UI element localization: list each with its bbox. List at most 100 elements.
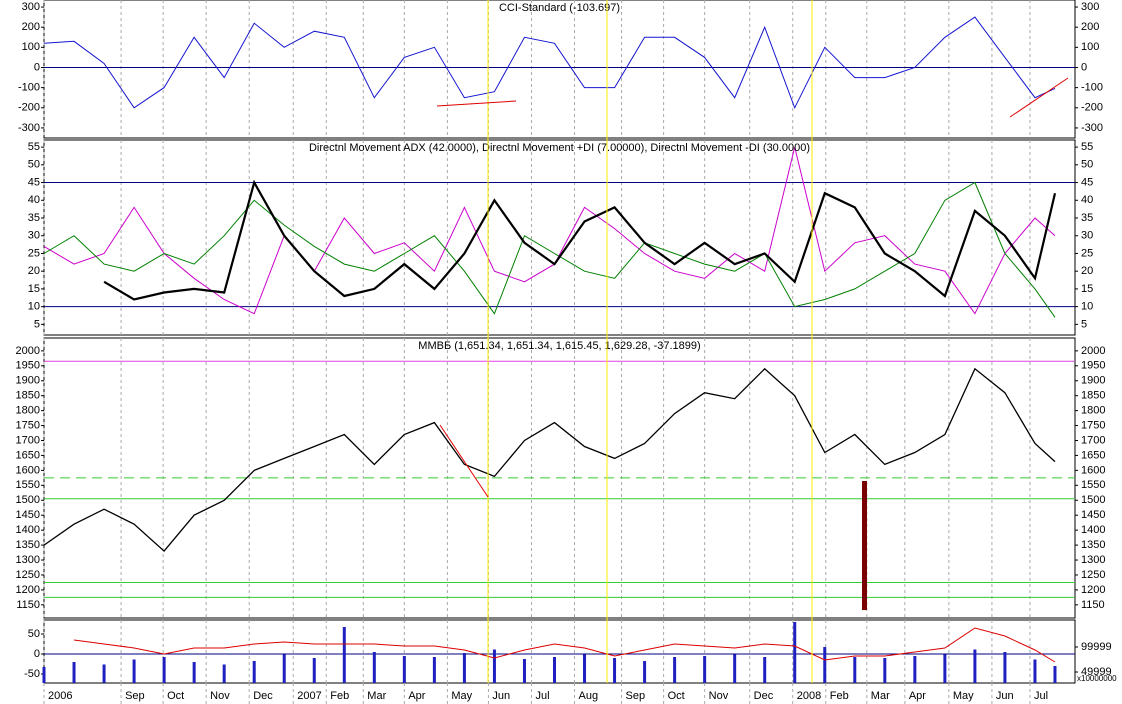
y-tick-label: 1700: [1081, 434, 1105, 446]
y-tick-label: 1800: [16, 405, 40, 417]
y-tick-label: 1900: [1081, 375, 1105, 387]
panel: -300 -300 -200 -200 -100 -100 0 0 100 100 200 200 30…: [18, 0, 1103, 139]
y-tick-label: 1600: [16, 464, 40, 476]
volume-bar: [913, 656, 917, 683]
y-tick-label: 40: [28, 194, 40, 206]
y-tick-label: 1150: [1081, 599, 1105, 611]
y-tick-label: 1500: [16, 494, 40, 506]
volume-bar: [763, 657, 767, 683]
y-tick-label: 1750: [1081, 419, 1105, 431]
series-line: [43, 367, 1056, 553]
y-tick-label: 1300: [1081, 554, 1105, 566]
panel: 1150 1150 1200 1200 1250 1250 1300 1300 1350 1350…: [16, 337, 1105, 619]
y-tick-label: 1550: [16, 479, 40, 491]
y-tick-label: 25: [1081, 247, 1093, 259]
y-tick-label: -300: [1081, 122, 1103, 134]
y-tick-label: 35: [28, 212, 40, 224]
y-tick-label: 1900: [16, 375, 40, 387]
x-tick-label: May: [953, 690, 974, 702]
x-tick-label: Jul: [1034, 690, 1048, 702]
x-tick-label: Feb: [330, 690, 349, 702]
y-tick-label: 5: [34, 318, 40, 330]
panel-frame: [43, 619, 1076, 684]
volume-bar: [72, 662, 76, 683]
annotations: [436, 0, 1069, 683]
y-tick-label: 1950: [16, 360, 40, 372]
y-tick-label: 25: [28, 247, 40, 259]
volume-bar: [522, 659, 526, 683]
volume-bar: [613, 658, 617, 683]
y-tick-label: 1300: [16, 554, 40, 566]
y-tick-label: 45: [28, 176, 40, 188]
y-tick-label: -100: [1081, 82, 1103, 94]
volume-bar: [853, 657, 857, 683]
y-tick-label: 1650: [1081, 449, 1105, 461]
y-tick-label: 1800: [1081, 405, 1105, 417]
x-tick-label: Oct: [668, 690, 685, 702]
x-tick-label: Jul: [535, 690, 549, 702]
volume-bar: [402, 656, 406, 683]
volume-bar: [462, 653, 466, 683]
y-tick-label: 1400: [16, 524, 40, 536]
y-tick-label: 20: [1081, 265, 1093, 277]
x-tick-label: Nov: [210, 690, 230, 702]
volume-bar: [192, 662, 196, 683]
y-tick-label: 100: [1081, 41, 1099, 53]
x-tick-label: Apr: [408, 690, 425, 702]
x-tick-label: 2007: [297, 690, 321, 702]
volume-bar: [102, 664, 106, 683]
x-tick-label: 2006: [48, 690, 72, 702]
y-tick-label: 1450: [1081, 509, 1105, 521]
y-tick-label: 55: [28, 141, 40, 153]
y-tick-label: 15: [1081, 283, 1093, 295]
volume-bar: [42, 667, 46, 683]
x-tick-label: Aug: [579, 690, 599, 702]
y-tick-label: 1550: [1081, 479, 1105, 491]
y-tick-label: 1500: [1081, 494, 1105, 506]
y-tick-label: 1350: [1081, 539, 1105, 551]
y-tick-label: 1450: [16, 509, 40, 521]
y-tick-label: 10: [28, 301, 40, 313]
panel-frame: [43, 0, 1076, 139]
y-tick-label: 2000: [16, 345, 40, 357]
volume-bar: [552, 657, 556, 683]
x-tick-label: Mar: [871, 690, 890, 702]
y-tick-label: -300: [18, 122, 40, 134]
y-tick-label: 1200: [16, 584, 40, 596]
volume-bar: [793, 622, 797, 683]
x-tick-label: Oct: [167, 690, 184, 702]
volume-bar: [823, 647, 827, 683]
trend-line: [1009, 77, 1069, 118]
y-tick-label: 30: [28, 230, 40, 242]
volume-bar: [673, 657, 677, 683]
series-line: [103, 179, 1057, 301]
y-tick-label: 1250: [16, 569, 40, 581]
x-tick-label: May: [451, 690, 472, 702]
marker-bar: [862, 481, 867, 610]
panel-title: ММВБ (1,651.34, 1,651.34, 1,615.45, 1,62…: [418, 340, 700, 352]
volume-bar: [883, 658, 887, 683]
y2-tick-label: 49999: [1081, 666, 1112, 678]
y-tick-label: 1250: [1081, 569, 1105, 581]
y-tick-label: 1750: [16, 419, 40, 431]
panel-frame: [43, 139, 1076, 336]
y-tick-label: 0: [1081, 61, 1087, 73]
y-tick-label: 45: [1081, 176, 1093, 188]
y-tick-label: 1850: [16, 390, 40, 402]
y-tick-label: 1150: [16, 599, 40, 611]
x-tick-label: Dec: [754, 690, 774, 702]
y-tick-label: 300: [22, 1, 40, 13]
x-tick-label: Mar: [367, 690, 386, 702]
y-tick-label: 50: [28, 159, 40, 171]
x-tick-label: Feb: [830, 690, 849, 702]
volume-bar: [372, 652, 376, 683]
x-tick-label: Dec: [253, 690, 273, 702]
volume-bar: [432, 657, 436, 683]
x-tick-label: Sep: [626, 690, 646, 702]
series-line: [43, 181, 1056, 318]
y-tick-label: 1950: [1081, 360, 1105, 372]
volume-bar: [643, 661, 647, 683]
y-tick-label: -200: [18, 102, 40, 114]
